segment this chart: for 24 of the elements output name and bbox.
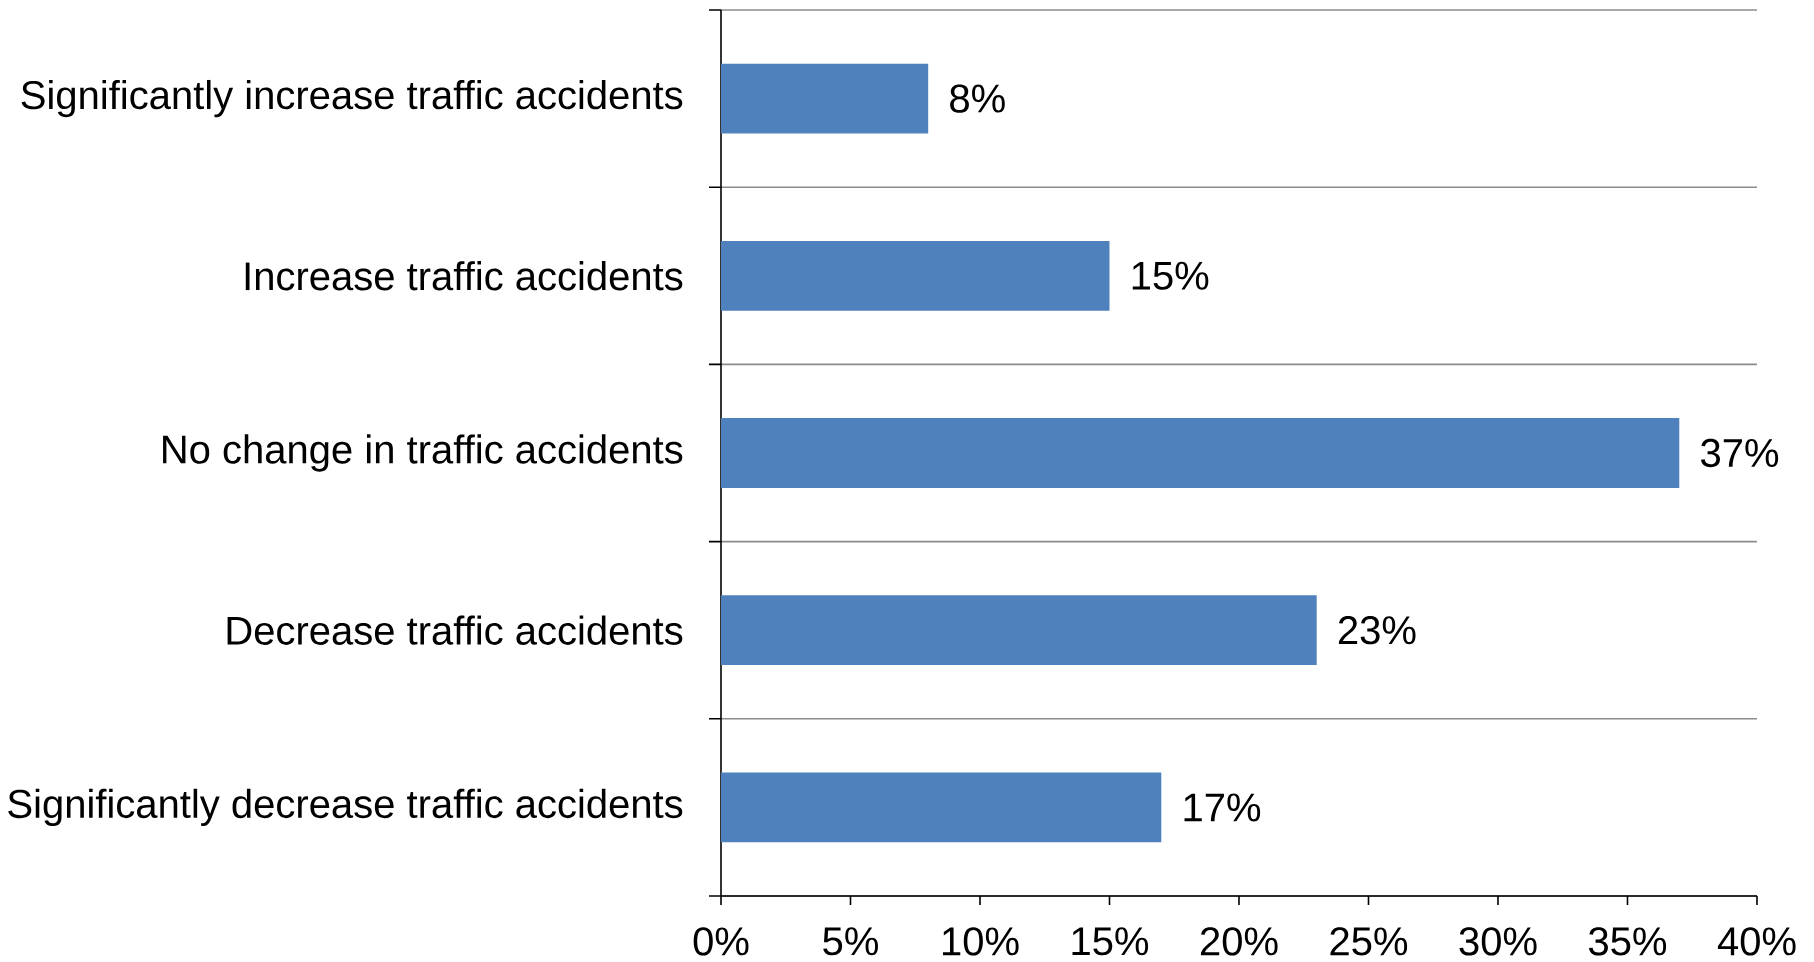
data-label: 15% — [1132, 261, 1209, 290]
x-tick-label: 30% — [1459, 927, 1537, 956]
x-tick-label: 20% — [1200, 927, 1278, 956]
bar — [721, 63, 929, 134]
data-label: 8% — [950, 84, 1005, 113]
bar — [721, 595, 1317, 666]
y-tick-label: No change in traffic accidents — [163, 434, 683, 472]
x-tick-label: 15% — [1072, 927, 1149, 956]
y-tick-label: Increase traffic accidents — [245, 261, 683, 291]
y-tick-label: Significantly decrease traffic accidents — [8, 788, 683, 827]
bar — [721, 418, 1680, 488]
data-label: 37% — [1701, 438, 1779, 468]
y-tick-label: Decrease traffic accidents — [227, 615, 683, 645]
x-tick-label: 0% — [693, 927, 749, 956]
x-tick-label: 40% — [1717, 927, 1796, 956]
bar — [721, 240, 1110, 311]
x-tick-label: 5% — [823, 927, 878, 956]
y-tick-label: Significantly increase traffic accidents — [21, 79, 683, 118]
data-label: 17% — [1184, 793, 1261, 822]
data-label: 23% — [1338, 616, 1416, 645]
x-tick-label: 35% — [1588, 927, 1667, 956]
x-tick-label: 25% — [1330, 927, 1408, 956]
bar — [721, 772, 1162, 843]
x-tick-label: 10% — [943, 927, 1019, 956]
